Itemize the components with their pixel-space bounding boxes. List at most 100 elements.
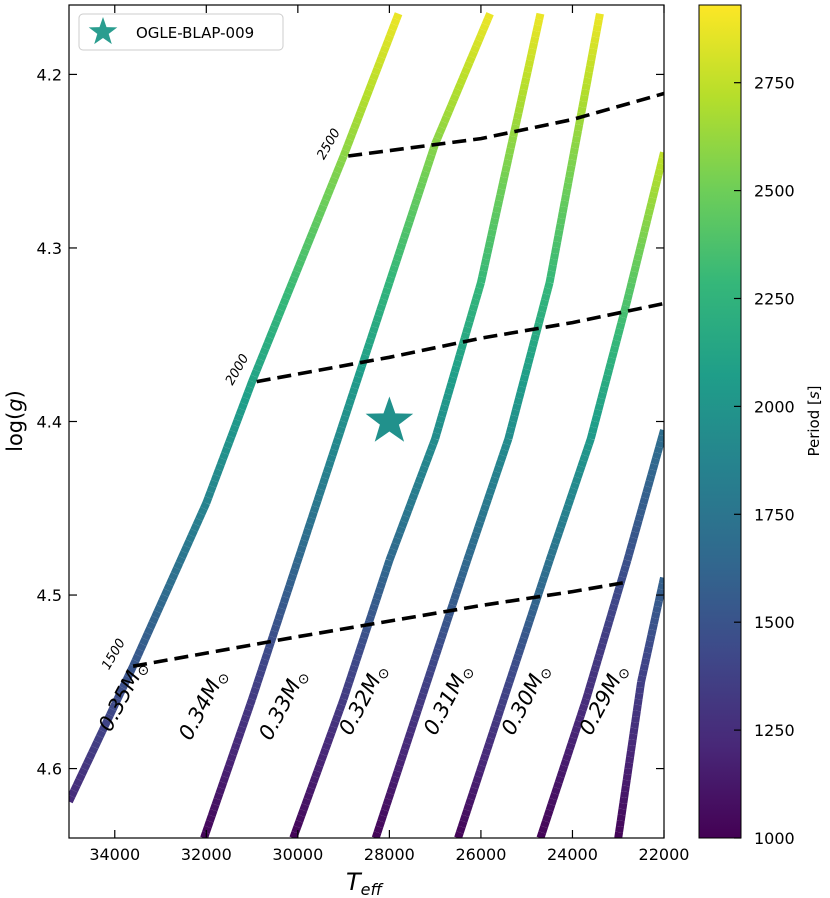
track-segment [439, 625, 450, 634]
track-segment [337, 420, 348, 429]
track-segment [536, 581, 547, 590]
mass-tracks [69, 12, 664, 838]
track-segment [98, 724, 109, 733]
track-segment [210, 474, 221, 483]
track-segment [408, 720, 418, 729]
track-segment [329, 720, 340, 729]
track-segment [215, 786, 226, 795]
track-segment [523, 620, 534, 629]
track-segment [572, 476, 582, 485]
track-segment [207, 808, 218, 818]
track-segment [459, 564, 470, 573]
track-segment [534, 586, 545, 595]
track-segment [467, 542, 477, 551]
track-segment [626, 750, 635, 758]
track-segment [440, 115, 451, 124]
track-segment [394, 248, 405, 257]
track-segment [291, 561, 301, 571]
track-segment [633, 519, 643, 528]
track-segment [545, 803, 556, 812]
track-segment [549, 792, 559, 801]
track-segment [219, 451, 229, 461]
track-segment [528, 42, 538, 50]
track-segment [493, 199, 503, 208]
track-segment [284, 286, 294, 296]
track-segment [456, 77, 467, 86]
track-segment [441, 398, 451, 407]
track-segment [80, 761, 91, 771]
track-segment [463, 803, 473, 812]
track-segment [509, 129, 519, 138]
track-segment [285, 578, 296, 588]
track-segment [450, 365, 461, 374]
track-segment [539, 299, 549, 307]
track-segment [626, 542, 637, 551]
track-segment [542, 564, 552, 573]
track-segment [470, 531, 481, 540]
track-segment [548, 258, 558, 266]
track-segment [649, 617, 660, 625]
track-segment [636, 681, 646, 689]
track-segment [599, 385, 609, 394]
track-segment [335, 703, 346, 712]
track-segment [293, 819, 304, 829]
track-segment [602, 625, 612, 634]
track-segment [121, 675, 132, 685]
track-segment [427, 442, 437, 452]
track-segment [248, 374, 259, 384]
track-segment [653, 174, 663, 182]
track-segment [345, 675, 355, 684]
track-segment [489, 476, 500, 485]
track-segment [618, 310, 629, 319]
track-segment [541, 293, 551, 302]
track-segment [468, 50, 478, 59]
track-segment [151, 610, 162, 619]
track-segment [637, 236, 647, 245]
track-segment [242, 708, 253, 718]
track-segment [653, 446, 664, 454]
track-segment [503, 681, 514, 690]
track-segment [455, 348, 466, 357]
track-segment [641, 219, 651, 228]
track-segment [472, 292, 482, 301]
track-segment [319, 198, 330, 208]
track-segment [573, 129, 582, 138]
track-segment [148, 615, 159, 625]
track-segment [524, 356, 534, 365]
track-segment [429, 437, 439, 446]
colorbar-tick-label: 1750 [754, 505, 795, 524]
track-segment [563, 182, 573, 190]
track-segment [358, 636, 368, 645]
track-segment [386, 28, 396, 38]
track-segment [395, 759, 406, 768]
track-segment [392, 253, 403, 262]
track-segment [91, 740, 101, 750]
track-segment [472, 39, 483, 48]
star-marker-layer [365, 396, 414, 442]
track-segment [521, 625, 532, 634]
axes: 34000 32000 30000 28000 26000 24000 22000 4.2 4.… [37, 5, 689, 864]
x-tick-label: 26000 [455, 845, 506, 864]
track-segment [470, 298, 480, 307]
track-segment [244, 703, 254, 712]
track-segment [480, 258, 491, 266]
track-segment [410, 487, 421, 496]
track-segment [621, 299, 632, 307]
x-tick-label: 32000 [181, 845, 232, 864]
track-segment [418, 175, 428, 184]
period-lines [132, 91, 664, 668]
track-segment [441, 620, 451, 629]
track-segment [296, 544, 307, 554]
track-segment [88, 745, 99, 755]
track-segment [401, 742, 411, 751]
colorbar: 1000 1250 1500 1750 2000 2250 2500 2750 Period … [698, 4, 823, 848]
track-segment [558, 205, 568, 214]
track-segment [321, 742, 332, 751]
period-line-2500 [347, 91, 664, 158]
track-segment [308, 226, 319, 235]
colorbar-tick-label: 1000 [754, 829, 795, 848]
track-segment [381, 564, 392, 573]
track-segment [306, 231, 317, 241]
track-segment [638, 669, 648, 677]
track-segment [612, 592, 622, 601]
